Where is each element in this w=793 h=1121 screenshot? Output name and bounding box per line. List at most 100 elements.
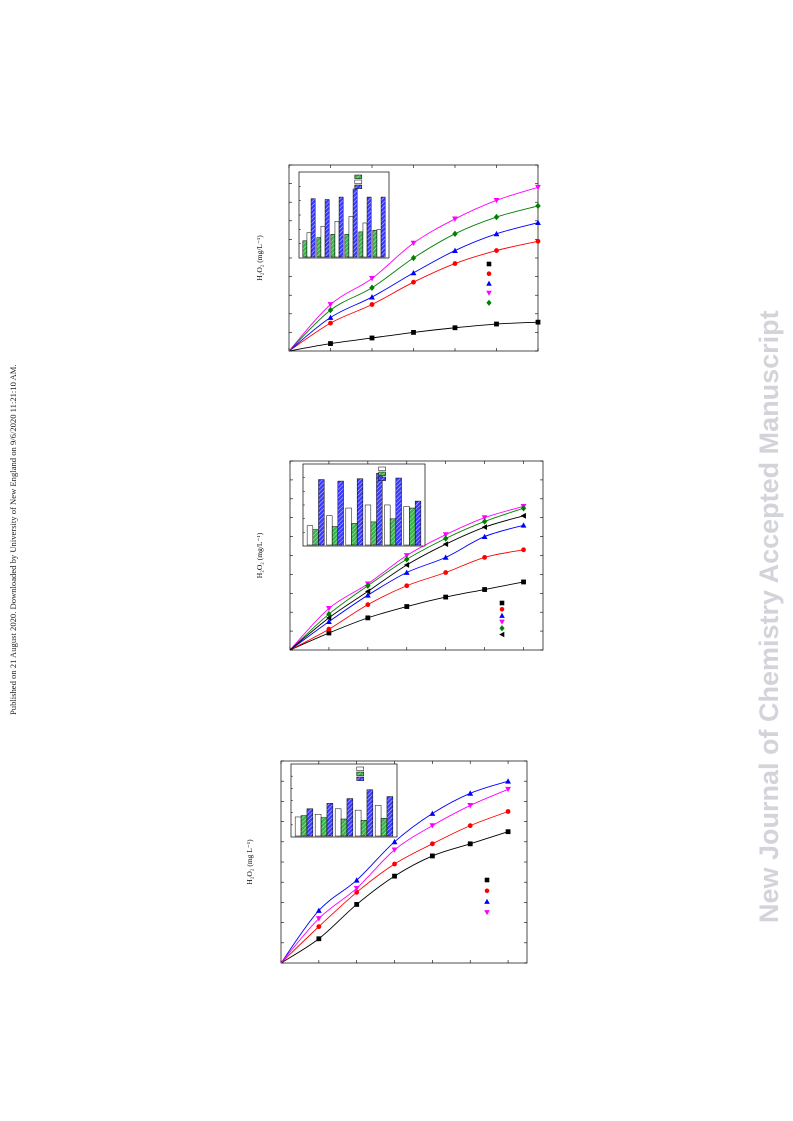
marker-triangle-down (481, 515, 488, 521)
inset-bar (331, 526, 339, 546)
marker-diamond (520, 505, 527, 512)
marker-triangle-down (452, 216, 458, 222)
inset-legend-swatch (378, 471, 386, 476)
marker-square (443, 594, 449, 600)
inset-bar (345, 507, 352, 546)
inset-bar (306, 808, 314, 837)
marker-triangle-down (369, 276, 375, 282)
marker-square (392, 873, 397, 879)
marker-triangle-up (403, 569, 410, 575)
marker-circle (486, 271, 492, 277)
inset-bar (316, 237, 322, 258)
marker-square (535, 319, 541, 325)
marker-triangle-down (326, 606, 332, 612)
marker-triangle-up (353, 877, 360, 883)
panel-a: H₂O₂ (mg/L⁻¹) (255, 164, 541, 352)
fit-curve (289, 581, 524, 651)
marker-triangle-up (520, 522, 527, 528)
inset-bar (352, 188, 358, 258)
marker-triangle-up (481, 533, 488, 539)
inset-bar (338, 196, 344, 258)
marker-diamond (481, 518, 488, 525)
inset-bar (384, 504, 391, 546)
marker-circle (452, 261, 458, 266)
marker-circle (499, 607, 505, 612)
marker-triangle-up (364, 592, 371, 598)
marker-triangle-down (403, 553, 410, 559)
marker-triangle-up (369, 294, 375, 300)
marker-square (429, 853, 435, 859)
inset-legend-swatch (356, 771, 364, 776)
marker-triangle-up (326, 618, 332, 625)
marker-triangle-down (484, 910, 490, 916)
panel-c: H₂O₂ (mg L⁻¹) (245, 760, 528, 964)
marker-triangle-left (364, 588, 371, 595)
marker-square (486, 261, 492, 267)
marker-triangle-down (493, 197, 500, 204)
inset-legend-swatch (378, 476, 386, 481)
marker-triangle-down (410, 240, 417, 247)
marker-circle (316, 924, 322, 930)
inset-bar (302, 240, 308, 258)
marker-circle (354, 889, 360, 895)
marker-triangle-left (520, 512, 526, 519)
marker-triangle-up (410, 269, 417, 276)
inset-bar (351, 523, 358, 546)
marker-triangle-down (327, 302, 334, 308)
inset-bar (366, 196, 372, 258)
inset-bar (337, 480, 344, 546)
inset-bar (409, 507, 416, 546)
panel-b: H₂O₂ (mg/L⁻¹) (255, 460, 544, 651)
marker-triangle-up (505, 778, 511, 784)
inset-bar (386, 796, 394, 837)
marker-triangle-up (486, 280, 492, 286)
marker-triangle-up (429, 810, 436, 816)
marker-triangle-up (535, 219, 541, 226)
marker-diamond (369, 284, 375, 291)
inset-bar (374, 805, 382, 837)
marker-triangle-down (442, 532, 449, 538)
inset-bar (300, 815, 308, 837)
marker-triangle-down (535, 184, 541, 191)
marker-circle (521, 547, 526, 553)
inset-legend-swatch (356, 776, 364, 781)
marker-square (505, 829, 511, 835)
marker-circle (535, 238, 541, 244)
inset-bar (366, 789, 374, 837)
inset-bar (376, 229, 382, 258)
marker-square (411, 330, 416, 335)
inset-bar (395, 477, 402, 546)
inset-bar (314, 813, 322, 837)
marker-diamond (499, 625, 505, 632)
inset-bar (344, 234, 350, 258)
inset-bar (364, 504, 372, 546)
marker-triangle-down (353, 885, 360, 892)
marker-circle (467, 823, 473, 829)
marker-triangle-down (499, 619, 505, 625)
marker-circle (328, 320, 333, 326)
marker-circle (404, 583, 410, 589)
y-axis-label: H₂O₂ (mg/L⁻¹) (255, 532, 264, 578)
marker-triangle-down (429, 823, 436, 829)
fit-curve (288, 321, 539, 352)
marker-triangle-up (391, 838, 398, 845)
marker-square (521, 579, 526, 585)
marker-square (484, 877, 490, 883)
marker-triangle-up (467, 790, 474, 796)
marker-circle (365, 602, 371, 608)
marker-circle (494, 248, 499, 253)
marker-triangle-down (391, 847, 398, 853)
marker-square (328, 341, 333, 346)
inset-bar (306, 525, 314, 546)
inset-bar (372, 230, 378, 258)
marker-diamond (535, 202, 541, 210)
marker-square (365, 615, 371, 621)
marker-circle (443, 570, 449, 575)
marker-triangle-left (403, 562, 410, 568)
marker-diamond (442, 535, 449, 542)
marker-square (354, 902, 360, 907)
marker-triangle-left (442, 541, 449, 548)
inset-bar (318, 479, 325, 546)
inset-bar (326, 803, 334, 837)
inset-legend-swatch (354, 184, 363, 189)
